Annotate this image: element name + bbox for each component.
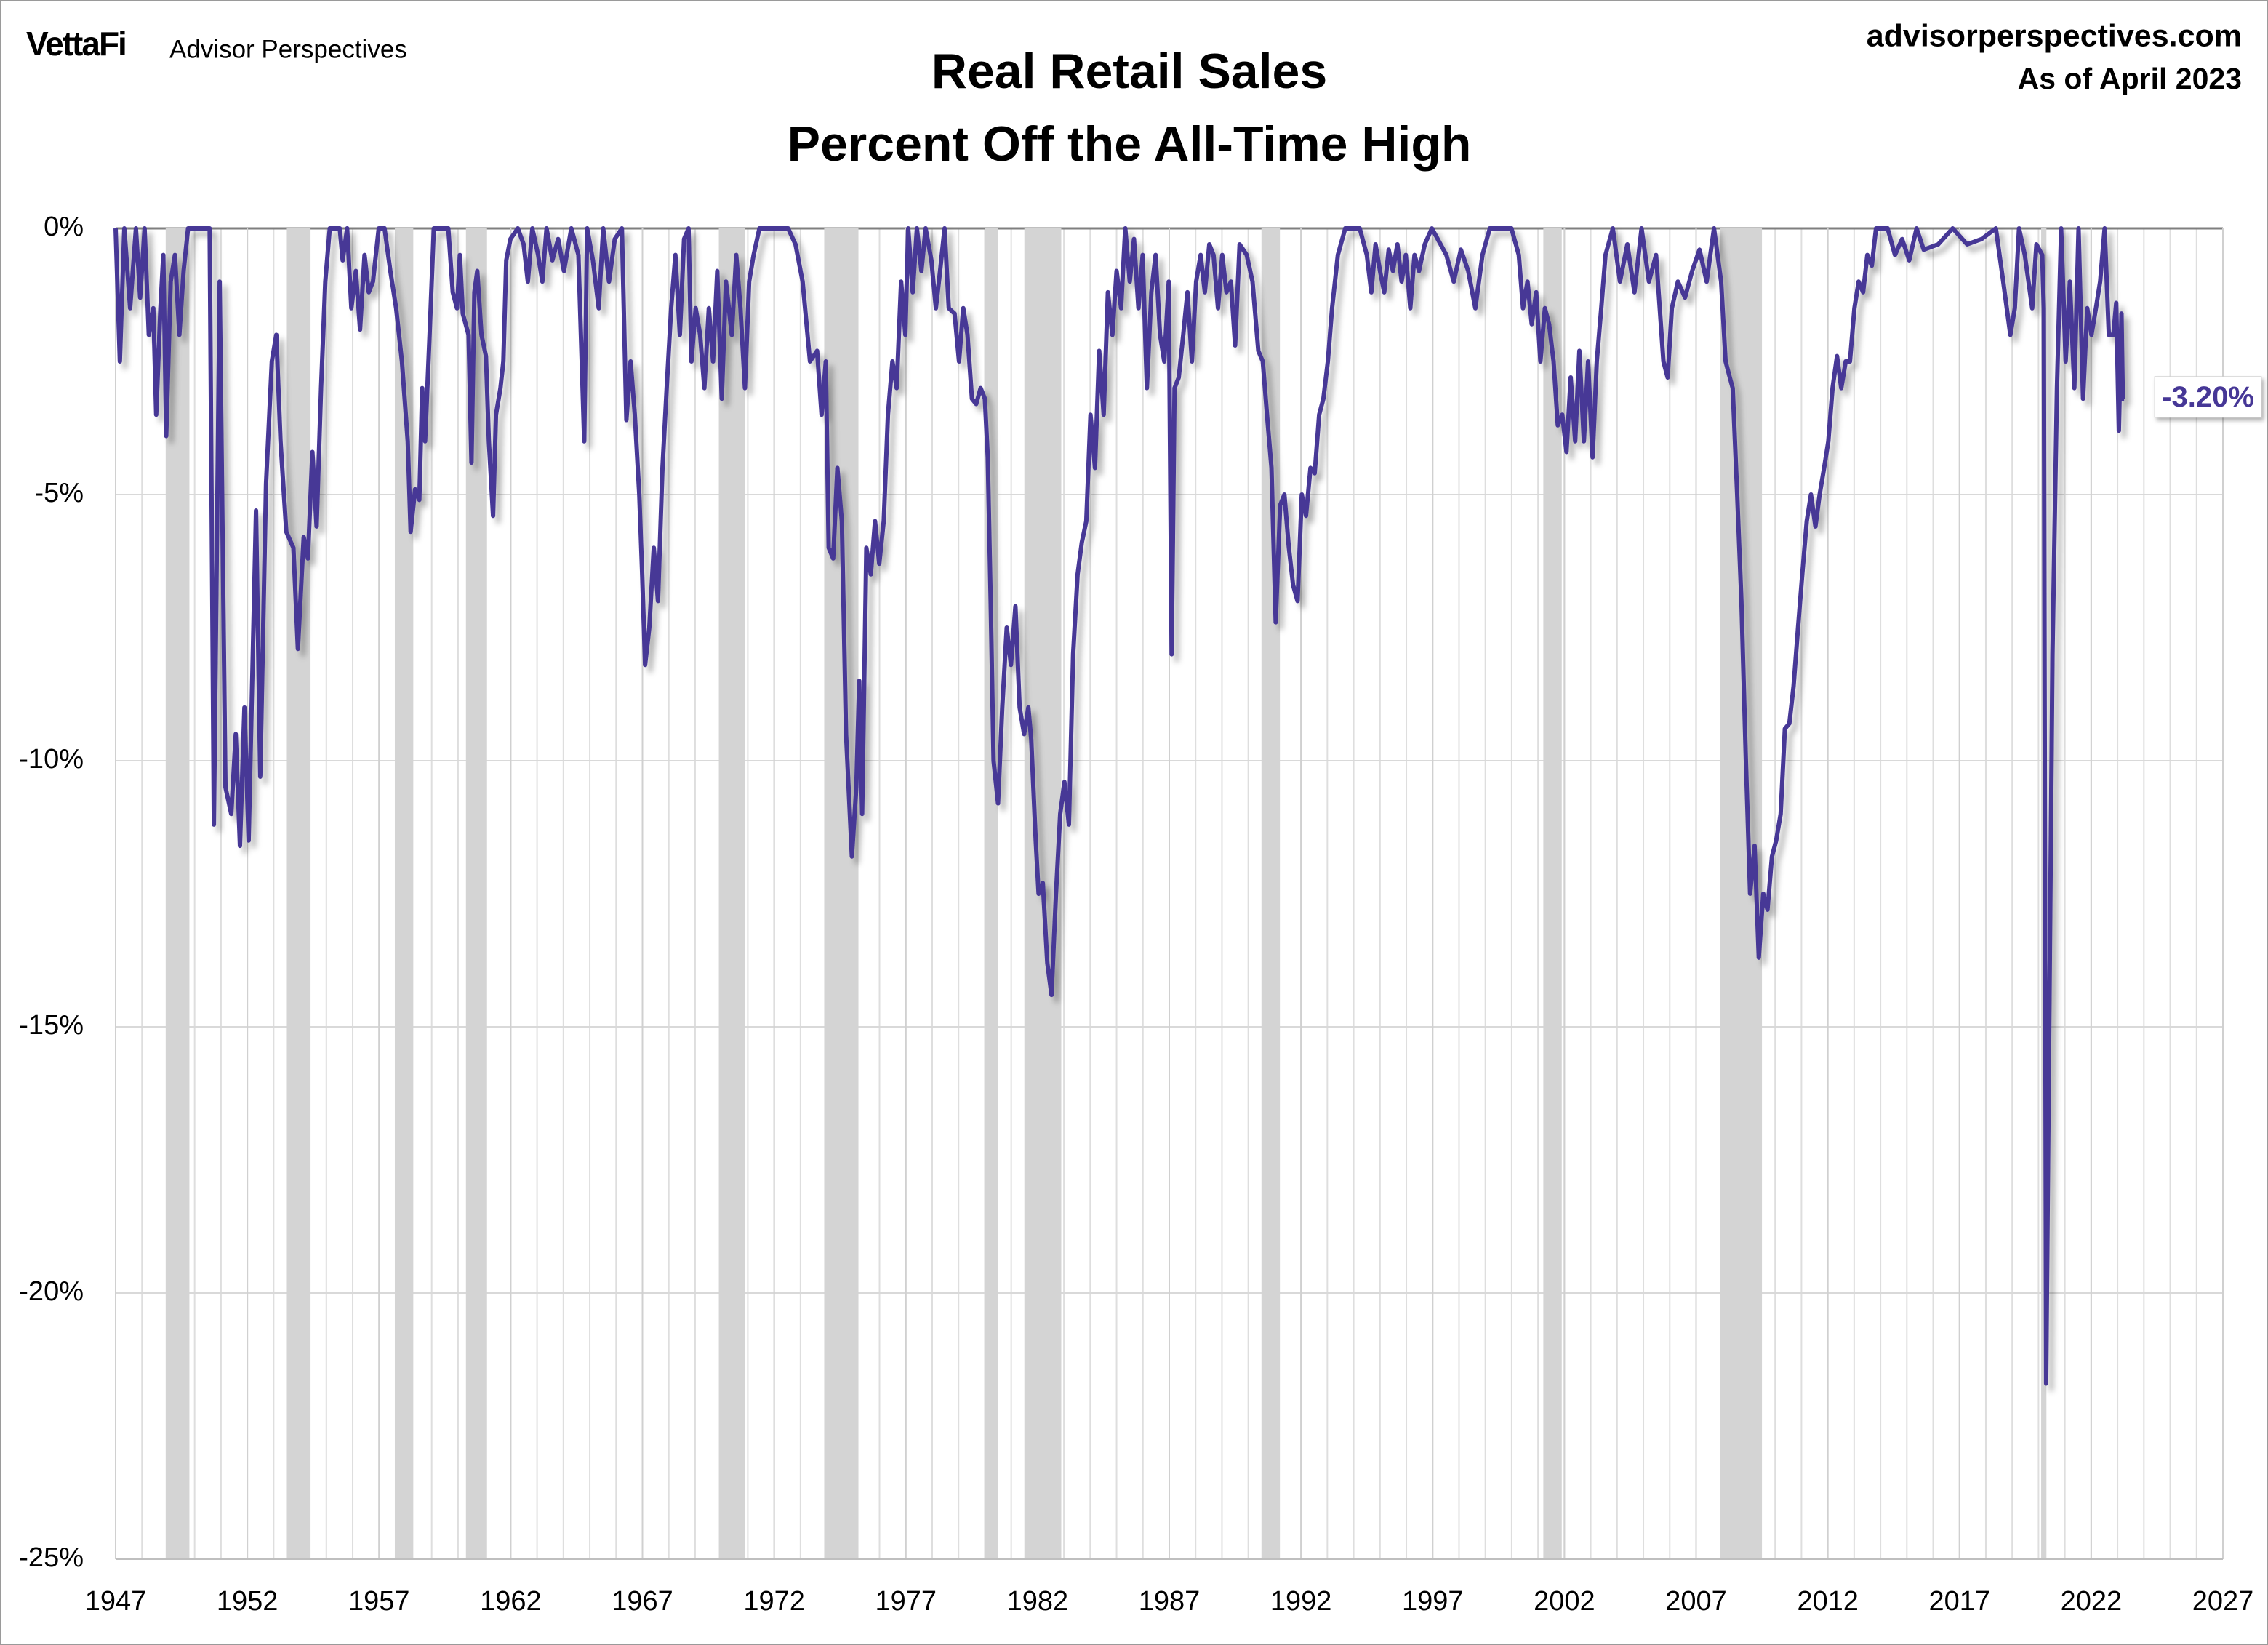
axes: 0% -5% -10% -15% -20% -25%1947 1952 1957 1962 196… — [19, 212, 2253, 1617]
y-tick-label: -5% — [34, 478, 84, 508]
x-tick-label: 1952 — [217, 1586, 279, 1617]
recession-band — [1261, 228, 1281, 1559]
x-tick-label: 1947 — [85, 1586, 147, 1617]
x-tick-label: 2012 — [1797, 1586, 1859, 1617]
recession-band — [286, 228, 311, 1559]
y-tick-label: -25% — [19, 1542, 84, 1573]
recession-band — [394, 228, 414, 1559]
x-tick-label: 2022 — [2061, 1586, 2123, 1617]
y-tick-label: -20% — [19, 1276, 84, 1307]
series-line — [113, 226, 2125, 1386]
end-label-text: -3.20% — [2162, 381, 2254, 413]
brand: Advisor Perspectives — [169, 35, 407, 63]
y-tick-label: -10% — [19, 744, 84, 775]
recession-band — [718, 228, 745, 1559]
x-tick-label: 2002 — [1534, 1586, 1595, 1617]
x-tick-label: 1957 — [348, 1586, 410, 1617]
chart-subtitle: Percent Off the All-Time High — [788, 116, 1472, 172]
x-tick-label: 1972 — [743, 1586, 805, 1617]
x-tick-label: 1967 — [612, 1586, 673, 1617]
recession-band — [1543, 228, 1562, 1559]
end-label: -3.20% — [2154, 376, 2262, 418]
x-tick-label: 1992 — [1270, 1586, 1332, 1617]
x-tick-label: 2007 — [1665, 1586, 1727, 1617]
x-tick-label: 1962 — [480, 1586, 542, 1617]
x-tick-label: 1977 — [875, 1586, 937, 1617]
x-tick-label: 2017 — [1928, 1586, 1990, 1617]
series — [113, 226, 2125, 1386]
chart-title: Real Retail Sales — [931, 44, 1327, 99]
source: advisorperspectives.com — [1867, 18, 2242, 53]
x-tick-label: 2027 — [2192, 1586, 2254, 1617]
y-tick-label: 0% — [44, 212, 84, 242]
logo: VettaFi — [26, 25, 126, 63]
recession-band — [824, 228, 859, 1559]
y-tick-label: -15% — [19, 1010, 84, 1041]
labels: -3.20% — [2154, 376, 2262, 418]
end-label-box — [2154, 376, 2262, 418]
x-tick-label: 1997 — [1402, 1586, 1464, 1617]
x-tick-label: 1987 — [1139, 1586, 1201, 1617]
date-note: As of April 2023 — [2018, 62, 2242, 95]
recession-bands — [165, 228, 2047, 1559]
recession-band — [165, 228, 190, 1559]
x-tick-label: 1982 — [1007, 1586, 1069, 1617]
